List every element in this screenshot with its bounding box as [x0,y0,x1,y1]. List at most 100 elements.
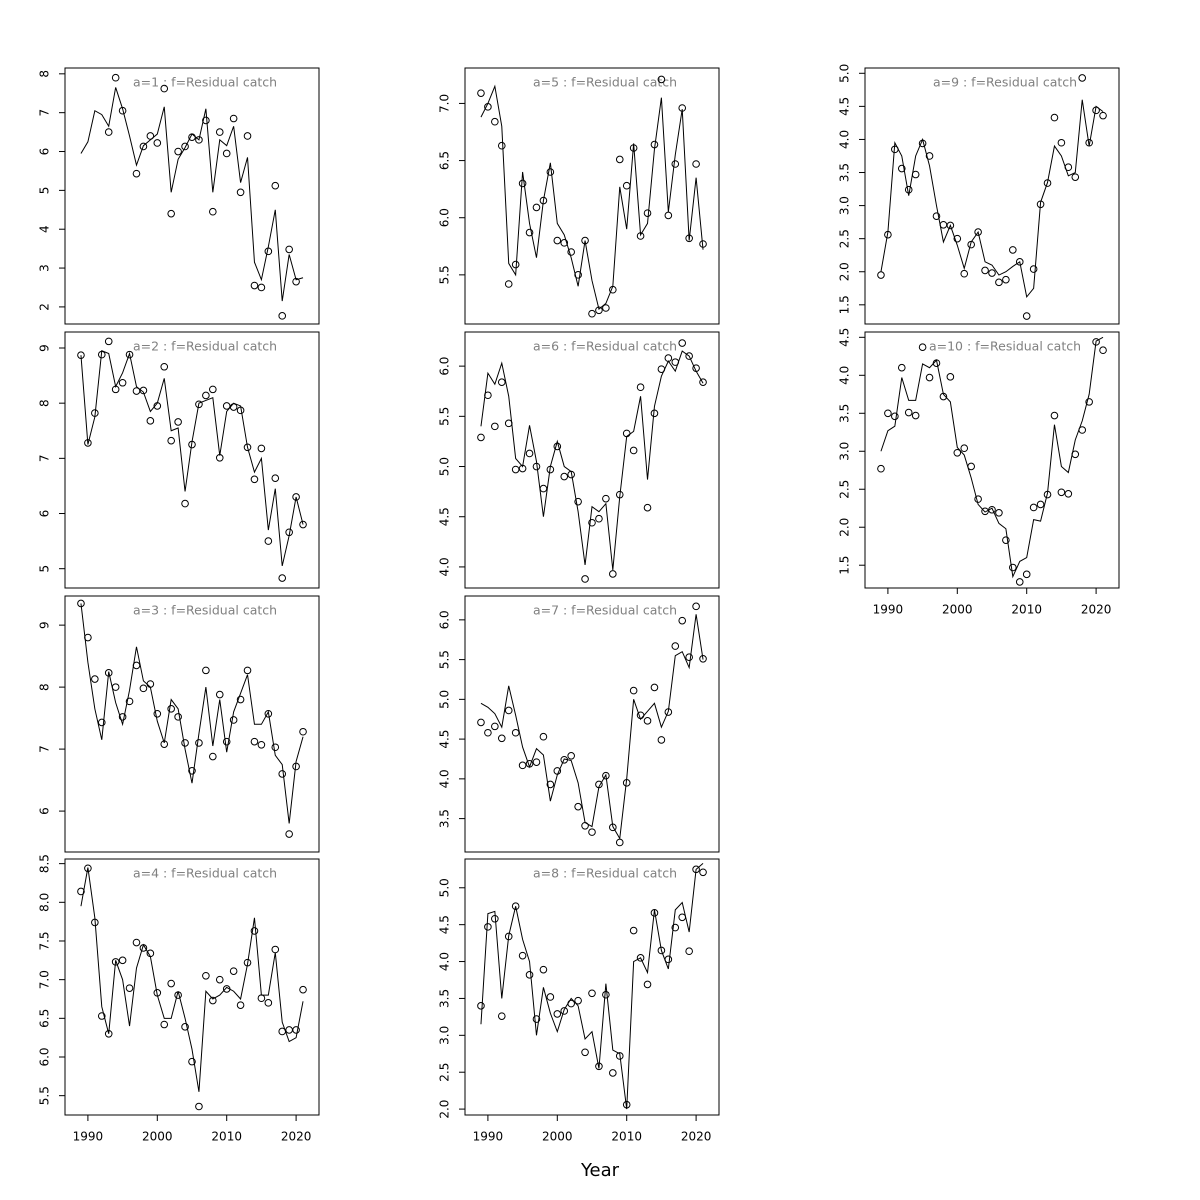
observed-point [292,493,300,501]
y-tick-label: 2.0 [438,1100,452,1119]
y-tick-label: 8 [38,683,52,691]
observed-point [118,956,127,965]
y-tick-label: 4.0 [438,952,452,971]
y-tick-label: 7 [38,745,52,753]
observed-point [539,732,548,741]
observed-point [995,508,1003,517]
panel-title: a=4 : f=Residual catch [133,866,277,881]
observed-point [174,713,182,721]
observed-point [236,1001,245,1009]
observed-point [195,400,203,409]
observed-point [271,181,280,190]
observed-point [657,946,666,955]
observed-point [215,975,224,984]
observed-point [222,737,231,746]
y-tick-label: 2.5 [838,229,852,248]
observed-point [581,575,589,583]
panel-title: a=8 : f=Residual catch [533,866,677,881]
observed-point [484,923,492,931]
observed-point [497,734,506,743]
observed-point [664,211,673,220]
observed-point [477,433,485,442]
observed-point [671,923,680,932]
observed-point [953,448,962,457]
y-tick-label: 1.5 [838,556,852,575]
observed-point [560,239,569,247]
observed-point [974,228,982,236]
observed-point [271,474,280,483]
observed-point [615,155,624,164]
y-tick-label: 4.5 [438,915,452,934]
x-tick-label: 2020 [1081,603,1112,617]
observed-point [884,409,892,418]
observed-point [477,89,485,97]
observed-point [477,718,485,727]
observed-point [278,770,287,778]
y-tick-label: 3 [38,264,52,272]
y-tick-label: 4.5 [838,328,852,347]
observed-point [125,984,134,992]
observed-point [188,1057,196,1066]
x-axis-label: Year [580,1160,620,1181]
observed-point [299,727,307,736]
plot-frame [464,858,720,1116]
y-tick-label: 9 [38,621,52,629]
observed-point [160,362,169,371]
observed-point [629,926,638,935]
observed-point [209,752,217,761]
observed-point [202,971,210,980]
y-tick-label: 5.5 [38,1086,52,1105]
observed-point [539,965,548,974]
fitted-line [80,867,304,1092]
observed-point [629,686,638,695]
panel-title: a=1 : f=Residual catch [133,75,277,90]
y-tick-label: 7.0 [38,970,52,989]
y-tick-label: 3.0 [838,196,852,215]
observed-point [209,207,217,216]
observed-point [111,73,120,82]
observed-point [236,188,245,197]
observed-point [202,391,210,400]
y-tick-label: 4.5 [438,507,452,526]
observed-point [650,683,659,692]
observed-point [574,497,582,506]
observed-point [215,128,224,136]
observed-point [1009,563,1017,572]
observed-point [1092,338,1100,346]
y-tick-label: 8 [38,399,52,407]
plot-frame [64,595,320,853]
y-tick-label: 7.5 [38,931,52,950]
observed-point [1099,111,1107,120]
observed-point [125,350,134,359]
observed-point [657,736,666,744]
observed-point [877,271,885,279]
plot-frame [864,331,1120,589]
observed-point [153,139,162,147]
y-tick-label: 6.0 [438,208,452,227]
observed-point [132,169,141,178]
y-tick-label: 4.5 [838,97,852,116]
plot-frame [464,595,720,853]
observed-point [160,1020,169,1029]
observed-point [657,75,666,84]
y-tick-label: 4.5 [438,730,452,749]
observed-point [167,705,175,713]
observed-point [946,221,955,230]
observed-point [960,444,969,453]
fitted-line [880,336,1104,579]
observed-point [1015,258,1024,266]
plot-frame [864,67,1120,325]
observed-point [132,938,141,947]
observed-point [271,743,280,752]
y-tick-label: 6 [38,807,52,815]
y-tick-label: 8.5 [38,854,52,873]
observed-point [1029,265,1038,273]
observed-point [250,475,259,484]
observed-point [497,1012,506,1020]
x-tick-label: 2000 [542,1130,573,1144]
observed-point [215,690,224,699]
observed-point [932,212,941,220]
observed-point [891,412,899,421]
observed-point [299,985,307,994]
observed-point [497,141,506,150]
